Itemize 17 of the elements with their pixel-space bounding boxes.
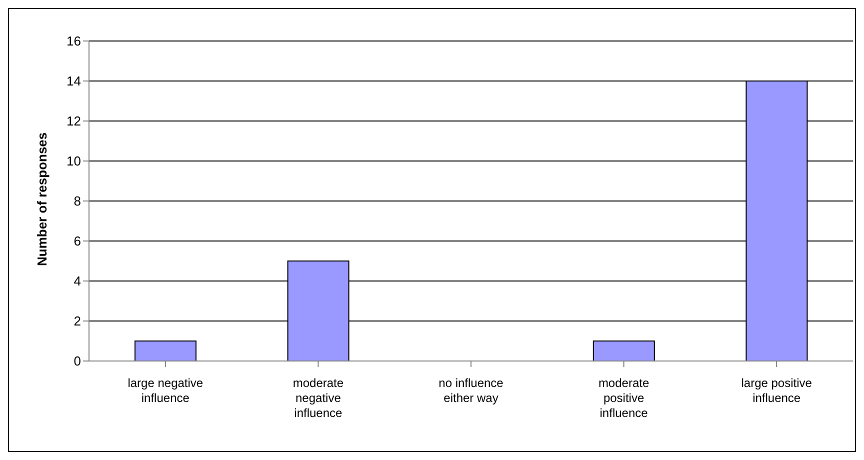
x-tick-label: large positive influence: [741, 376, 812, 405]
x-tick-label: moderate negative influence: [292, 376, 344, 420]
y-tick-label: 8: [74, 194, 81, 209]
y-tick-label: 10: [66, 154, 81, 169]
x-tick-label: moderate positive influence: [598, 376, 650, 420]
bar: [592, 340, 655, 361]
bar: [134, 340, 196, 361]
y-tick-label: 0: [74, 354, 81, 369]
x-tick-label: large negative influence: [128, 376, 204, 405]
x-tick-label: no influence either way: [438, 376, 504, 405]
y-tick-label: 14: [66, 74, 81, 89]
y-axis-title: Number of responses: [34, 132, 50, 266]
y-tick-label: 12: [66, 114, 81, 129]
y-tick-label: 16: [66, 34, 81, 49]
y-tick-label: 4: [74, 274, 81, 289]
y-tick-label: 6: [74, 234, 81, 249]
y-tick-label: 2: [74, 314, 81, 329]
